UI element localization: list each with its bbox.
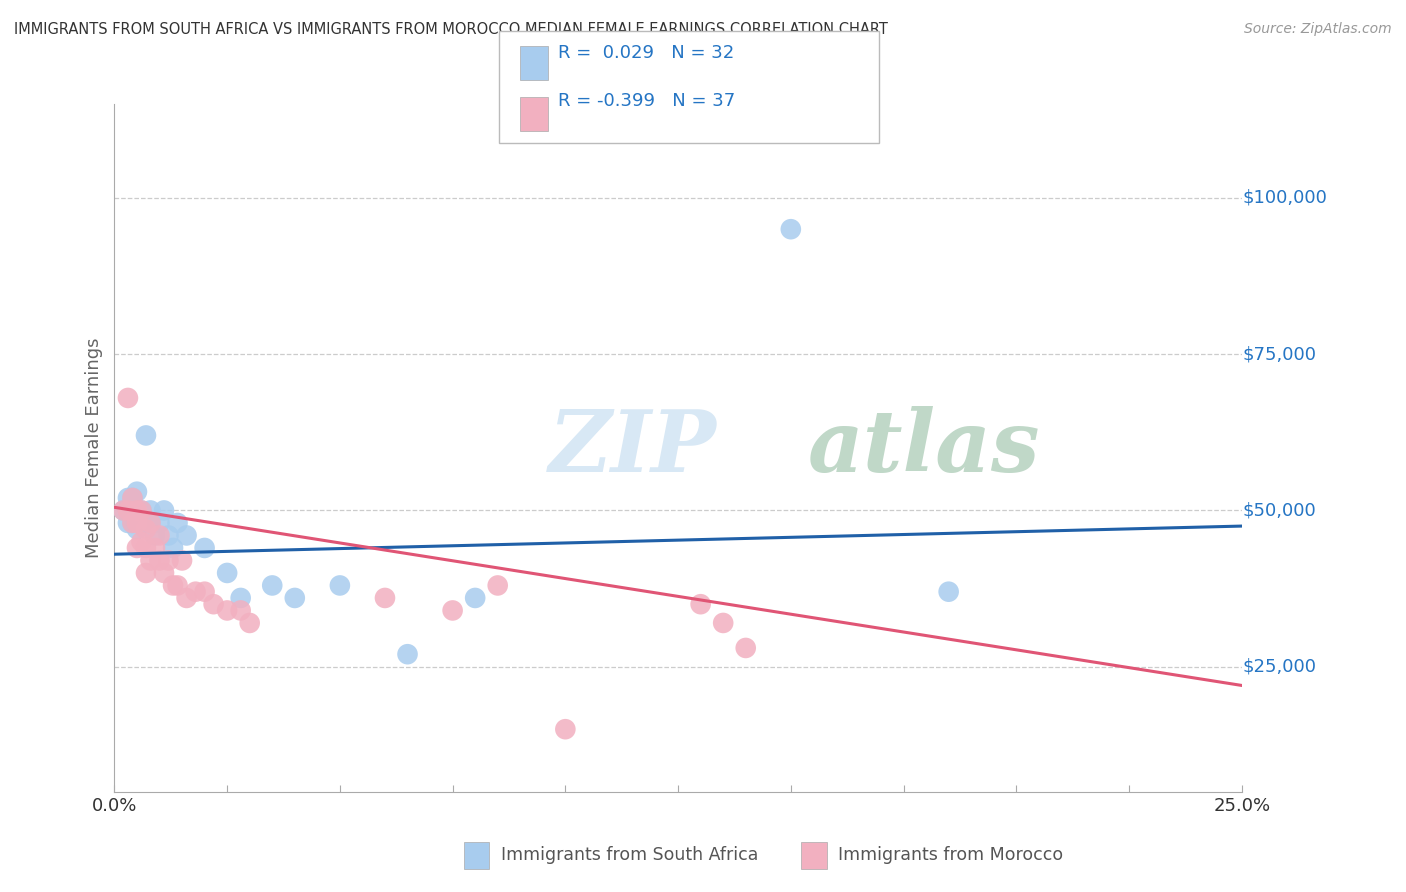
Point	[125, 484, 148, 499]
Point	[711, 615, 734, 630]
Point	[143, 541, 166, 555]
Point	[125, 503, 148, 517]
Text: R = -0.399   N = 37: R = -0.399 N = 37	[558, 92, 735, 110]
Point	[229, 603, 252, 617]
Point	[135, 541, 157, 555]
Point	[139, 553, 162, 567]
Point	[135, 522, 157, 536]
Point	[184, 584, 207, 599]
Point	[262, 578, 284, 592]
Point	[202, 597, 225, 611]
Text: $75,000: $75,000	[1243, 345, 1317, 363]
Point	[374, 591, 396, 605]
Point	[217, 566, 239, 580]
Point	[117, 491, 139, 505]
Point	[139, 516, 162, 530]
Text: R =  0.029   N = 32: R = 0.029 N = 32	[558, 44, 734, 62]
Point	[117, 391, 139, 405]
Point	[125, 541, 148, 555]
Point	[162, 578, 184, 592]
Point	[131, 503, 153, 517]
Point	[229, 591, 252, 605]
Point	[117, 503, 139, 517]
Point	[689, 597, 711, 611]
Point	[166, 578, 188, 592]
Point	[121, 516, 143, 530]
Point	[135, 566, 157, 580]
Text: atlas: atlas	[807, 406, 1040, 490]
Text: $100,000: $100,000	[1243, 189, 1327, 207]
Point	[486, 578, 509, 592]
Point	[153, 566, 176, 580]
Point	[148, 553, 170, 567]
Point	[125, 522, 148, 536]
Point	[554, 722, 576, 736]
Point	[217, 603, 239, 617]
Text: $50,000: $50,000	[1243, 501, 1316, 519]
Point	[157, 528, 180, 542]
Point	[121, 503, 143, 517]
Point	[131, 503, 153, 517]
Point	[464, 591, 486, 605]
Point	[284, 591, 307, 605]
Point	[131, 516, 153, 530]
Point	[779, 222, 801, 236]
Text: IMMIGRANTS FROM SOUTH AFRICA VS IMMIGRANTS FROM MOROCCO MEDIAN FEMALE EARNINGS C: IMMIGRANTS FROM SOUTH AFRICA VS IMMIGRAN…	[14, 22, 889, 37]
Point	[176, 591, 198, 605]
Text: Immigrants from South Africa: Immigrants from South Africa	[501, 847, 758, 864]
Point	[117, 503, 139, 517]
Text: ZIP: ZIP	[548, 406, 716, 490]
Point	[121, 491, 143, 505]
Point	[194, 541, 217, 555]
Point	[112, 503, 135, 517]
Point	[148, 516, 170, 530]
Point	[112, 503, 135, 517]
Point	[396, 647, 419, 661]
Point	[153, 503, 176, 517]
Point	[139, 503, 162, 517]
Point	[125, 516, 148, 530]
Point	[162, 541, 184, 555]
Point	[239, 615, 262, 630]
Point	[170, 553, 193, 567]
Point	[176, 528, 198, 542]
Text: Immigrants from Morocco: Immigrants from Morocco	[838, 847, 1063, 864]
Text: Source: ZipAtlas.com: Source: ZipAtlas.com	[1244, 22, 1392, 37]
Point	[131, 534, 153, 549]
Point	[125, 503, 148, 517]
Point	[938, 584, 960, 599]
Point	[157, 553, 180, 567]
Point	[121, 491, 143, 505]
Y-axis label: Median Female Earnings: Median Female Earnings	[86, 338, 103, 558]
Point	[117, 516, 139, 530]
Point	[135, 428, 157, 442]
Point	[441, 603, 464, 617]
Point	[148, 528, 170, 542]
Point	[121, 516, 143, 530]
Text: $25,000: $25,000	[1243, 657, 1317, 676]
Point	[329, 578, 352, 592]
Point	[139, 516, 162, 530]
Point	[143, 528, 166, 542]
Point	[166, 516, 188, 530]
Point	[734, 640, 756, 655]
Point	[194, 584, 217, 599]
